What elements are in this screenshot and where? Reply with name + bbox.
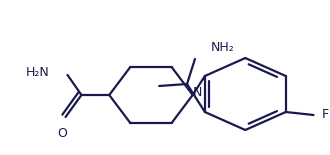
Text: N: N [192,86,202,98]
Text: O: O [58,127,68,140]
Text: F: F [321,108,329,122]
Text: H₂N: H₂N [26,66,50,80]
Text: NH₂: NH₂ [211,41,235,54]
